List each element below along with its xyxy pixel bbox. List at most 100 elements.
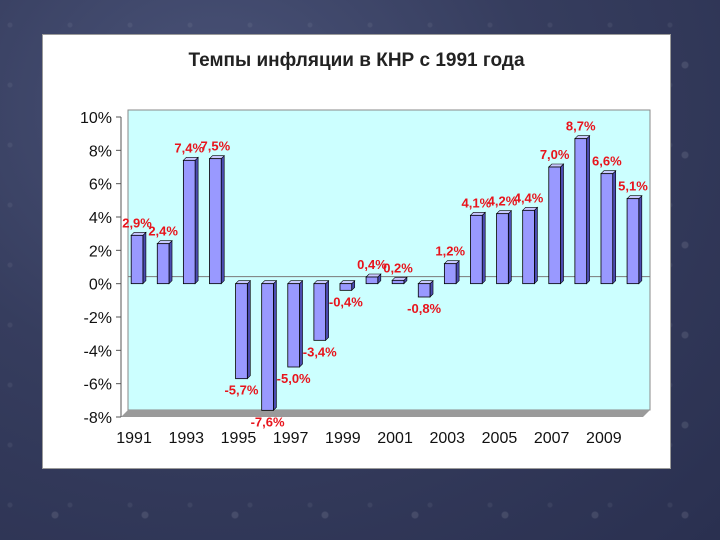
bar-front bbox=[365, 276, 379, 285]
bar-top bbox=[626, 195, 643, 199]
bar-side bbox=[638, 194, 643, 285]
bar-top bbox=[443, 260, 460, 264]
bar-top bbox=[339, 280, 356, 284]
bar-2003 bbox=[443, 259, 460, 285]
bar-side bbox=[560, 163, 564, 285]
data-label-2000: 0,4% bbox=[357, 257, 387, 272]
bar-front bbox=[156, 243, 170, 285]
bar-2007 bbox=[548, 163, 565, 285]
bar-top bbox=[600, 170, 617, 174]
x-tick-label: 2003 bbox=[429, 430, 465, 447]
data-label-2007: 7,0% bbox=[540, 147, 570, 162]
x-tick-label: 1995 bbox=[221, 430, 257, 447]
data-label-1991: 2,9% bbox=[122, 215, 152, 230]
chart-title: Темпы инфляции в КНР с 1991 года bbox=[188, 50, 525, 71]
y-axis-ticks: 10% 8% 6% 4% 2% 0% -2% -4% -6% -8% bbox=[80, 110, 121, 427]
bar-front bbox=[470, 214, 483, 285]
x-tick-label: 1997 bbox=[273, 430, 309, 447]
bar-1997 bbox=[287, 279, 304, 368]
bar-side bbox=[325, 279, 329, 342]
bar-top bbox=[469, 212, 486, 216]
data-label-2008: 8,7% bbox=[566, 119, 596, 134]
bar-2002 bbox=[417, 279, 434, 298]
bar-front bbox=[235, 283, 248, 380]
bar-1991 bbox=[130, 231, 147, 285]
data-label-1996: -7,6% bbox=[251, 414, 285, 429]
bar-front bbox=[548, 166, 561, 285]
bar-front bbox=[600, 173, 614, 285]
bar-side bbox=[273, 279, 277, 412]
bar-front bbox=[496, 213, 509, 285]
y-tick-label: 10% bbox=[80, 110, 112, 127]
bar-1999 bbox=[339, 279, 356, 292]
y-tick-label: 4% bbox=[89, 210, 112, 227]
y-tick-label: 2% bbox=[89, 243, 112, 260]
bar-side bbox=[586, 134, 590, 285]
y-tick-label: -8% bbox=[84, 410, 112, 427]
bar-2000 bbox=[365, 273, 382, 285]
bar-front bbox=[287, 283, 300, 368]
y-tick-label: 8% bbox=[89, 143, 112, 160]
x-tick-label: 2001 bbox=[377, 430, 413, 447]
bar-top bbox=[548, 163, 565, 168]
bar-1994 bbox=[208, 154, 225, 285]
bar-top bbox=[260, 280, 278, 284]
bars-group bbox=[130, 134, 643, 412]
bar-top bbox=[391, 277, 408, 281]
x-tick-label: 2007 bbox=[534, 430, 570, 447]
chart-plot: 10%8%6%4%2%0%-2%-4%-6%-8% 1991 1993 1995 19… bbox=[80, 109, 651, 447]
bar-side bbox=[481, 211, 486, 285]
x-axis-ticks: 1991 1993 1995 1997 1999 2001 2003 2005 2007 2009 bbox=[116, 430, 621, 447]
data-label-1993: 7,4% bbox=[174, 140, 204, 155]
data-label-2005: 4,2% bbox=[488, 194, 518, 209]
bar-2008 bbox=[574, 134, 591, 285]
bar-top bbox=[521, 207, 539, 211]
x-tick-label: 1991 bbox=[116, 430, 152, 447]
bar-front bbox=[574, 138, 588, 285]
data-label-2002: -0,8% bbox=[407, 301, 441, 316]
data-label-2003: 1,2% bbox=[435, 244, 465, 259]
bar-top bbox=[287, 280, 304, 284]
chart-frame: Темпы инфляции в КНР с 1991 года 10% 8% 6%… bbox=[42, 34, 671, 469]
bar-2004 bbox=[469, 211, 486, 285]
data-label-2001: 0,2% bbox=[383, 260, 413, 275]
y-tick-label: -2% bbox=[84, 310, 112, 327]
bar-front bbox=[261, 283, 274, 411]
bar-top bbox=[574, 135, 591, 139]
bar-side bbox=[194, 156, 199, 285]
data-labels-group: 2,9%2,4% 7,4%7,5% -5,7% -7,6% -5,0% -3,4% -0,4… bbox=[122, 119, 648, 430]
bar-side bbox=[534, 206, 538, 285]
bar-front bbox=[417, 283, 431, 298]
y-tick-label: -4% bbox=[84, 343, 112, 360]
bar-1996 bbox=[260, 279, 278, 412]
y-tick-label: -6% bbox=[84, 377, 112, 394]
data-label-1994: 7,5% bbox=[201, 139, 231, 154]
bar-front bbox=[522, 209, 535, 285]
bar-side bbox=[247, 279, 251, 380]
bar-front bbox=[182, 159, 196, 285]
data-label-2004: 4,1% bbox=[462, 195, 492, 210]
bar-2005 bbox=[495, 209, 513, 285]
bar-top bbox=[417, 280, 434, 284]
bar-front bbox=[313, 283, 327, 341]
data-label-1995: -5,7% bbox=[224, 383, 258, 398]
bar-2010 bbox=[626, 194, 643, 285]
bar-side bbox=[168, 239, 173, 285]
bar-1993 bbox=[182, 156, 199, 285]
data-label-2009: 6,6% bbox=[592, 154, 622, 169]
bar-side bbox=[142, 231, 147, 285]
data-label-1997: -5,0% bbox=[277, 371, 311, 386]
bar-top bbox=[365, 273, 382, 278]
y-tick-label: 6% bbox=[89, 177, 112, 194]
data-label-1999: -0,4% bbox=[329, 294, 363, 309]
bar-front bbox=[443, 263, 457, 285]
bar-front bbox=[391, 279, 405, 285]
data-label-1992: 2,4% bbox=[148, 224, 178, 239]
bar-side bbox=[508, 209, 512, 285]
bar-2009 bbox=[600, 169, 617, 285]
bar-1992 bbox=[156, 239, 173, 285]
bar-front bbox=[339, 283, 353, 291]
bar-top bbox=[234, 280, 252, 284]
bar-side bbox=[220, 154, 225, 285]
bar-1998 bbox=[313, 279, 330, 342]
